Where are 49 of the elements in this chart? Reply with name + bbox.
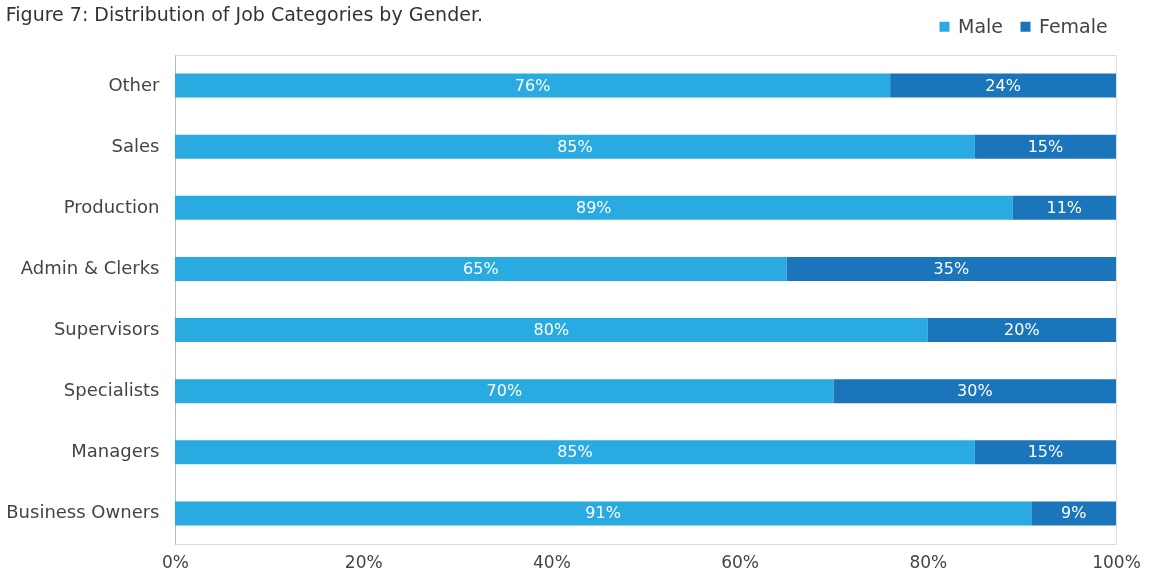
bar [974, 440, 1116, 465]
data-label: 9% [1060, 503, 1087, 523]
x-tick-label: 60% [721, 551, 759, 572]
y-tick-label: Other [108, 73, 161, 95]
data-label: 30% [957, 381, 993, 401]
bar [927, 318, 1116, 343]
data-label: 11% [1046, 197, 1083, 217]
data-label: 20% [1004, 320, 1040, 340]
x-tick-label: 80% [909, 551, 948, 572]
y-tick-label: Admin & Clerks [20, 256, 160, 278]
bar [786, 256, 1116, 281]
data-label: 91% [585, 503, 621, 523]
data-label: 76% [514, 75, 551, 95]
x-tick-label: 40% [533, 551, 571, 572]
bar [175, 379, 834, 404]
x-tick-label: 20% [344, 551, 383, 572]
data-label: 85% [557, 136, 593, 156]
y-tick-label: Managers [71, 440, 160, 462]
bar [833, 379, 1116, 404]
bar [974, 134, 1116, 159]
y-tick-label: Sales [111, 134, 160, 156]
bar [175, 256, 787, 281]
data-label: 35% [933, 258, 970, 278]
y-tick-label: Production [63, 195, 160, 217]
chart-title: Figure 7: Distribution of Job Categories by Gender. [5, 3, 484, 25]
data-label: 24% [985, 75, 1021, 95]
data-label: 80% [533, 320, 570, 340]
bar [175, 318, 928, 343]
y-tick-label: Supervisors [53, 318, 160, 340]
bar [175, 440, 975, 465]
bar [175, 73, 891, 98]
data-label: 85% [557, 442, 593, 462]
data-label: 15% [1027, 136, 1064, 156]
bar [1031, 501, 1116, 526]
y-tick-label: Business Owners [6, 501, 160, 523]
bar [175, 501, 1032, 526]
data-label: 70% [486, 381, 523, 401]
bar [175, 195, 1013, 220]
y-tick-label: Specialists [63, 379, 160, 401]
data-label: 15% [1027, 442, 1064, 462]
bar [1012, 195, 1116, 220]
x-tick-label: 100% [1092, 551, 1141, 572]
x-tick-label: 0% [162, 551, 189, 572]
legend-label: Female [1039, 14, 1108, 37]
bar [175, 134, 975, 159]
legend-label: Male [958, 14, 1004, 37]
data-label: 65% [463, 258, 499, 278]
bar [890, 73, 1116, 98]
data-label: 89% [575, 197, 612, 217]
